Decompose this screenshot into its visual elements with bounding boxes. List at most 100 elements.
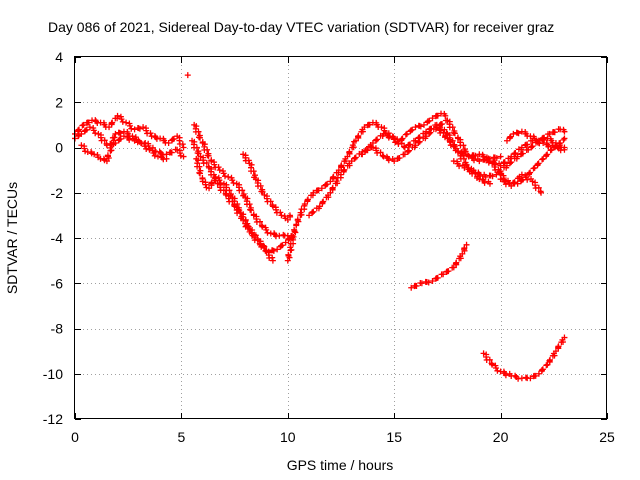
data-point bbox=[103, 142, 110, 149]
series-track-n bbox=[503, 128, 568, 151]
data-point bbox=[78, 142, 85, 149]
point-trail bbox=[280, 231, 288, 239]
point-trail bbox=[83, 119, 92, 126]
point-trail bbox=[355, 126, 366, 141]
point-trail bbox=[254, 177, 266, 195]
data-point bbox=[401, 144, 408, 151]
data-point bbox=[276, 232, 283, 239]
point-trail bbox=[506, 133, 514, 142]
data-point bbox=[140, 124, 147, 131]
point-trail bbox=[475, 169, 488, 180]
point-trail bbox=[383, 131, 396, 141]
point-trail bbox=[556, 140, 565, 151]
data-point bbox=[476, 158, 483, 165]
series-track-f bbox=[193, 155, 276, 264]
data-point bbox=[284, 216, 291, 223]
point-trail bbox=[281, 213, 289, 222]
data-point bbox=[423, 128, 430, 135]
point-trail bbox=[372, 132, 386, 144]
point-trail bbox=[555, 336, 566, 352]
point-trail bbox=[407, 126, 416, 135]
point-trail bbox=[100, 119, 109, 130]
data-point bbox=[378, 124, 385, 131]
data-point bbox=[165, 139, 172, 146]
point-trail bbox=[285, 235, 293, 243]
x-tick-label: 5 bbox=[178, 429, 186, 445]
data-point bbox=[129, 133, 136, 140]
data-point bbox=[465, 153, 472, 160]
data-point bbox=[208, 158, 215, 165]
point-trail bbox=[486, 172, 496, 180]
data-point bbox=[123, 119, 130, 126]
point-trail bbox=[364, 121, 373, 129]
point-trail bbox=[500, 176, 513, 188]
data-point bbox=[286, 212, 293, 219]
point-trail bbox=[483, 154, 492, 166]
point-trail bbox=[115, 135, 124, 144]
series-outlier bbox=[184, 72, 191, 79]
data-point bbox=[418, 280, 425, 287]
point-trail bbox=[432, 112, 441, 120]
point-trail bbox=[81, 143, 89, 155]
data-point bbox=[259, 223, 266, 230]
point-trail bbox=[176, 147, 184, 159]
data-point bbox=[429, 277, 436, 284]
data-point bbox=[489, 361, 496, 368]
data-point bbox=[459, 250, 466, 257]
y-tick-label: 2 bbox=[55, 94, 63, 110]
data-point bbox=[284, 257, 291, 264]
data-point bbox=[548, 146, 555, 153]
point-trail bbox=[215, 174, 224, 186]
y-tick-label: -2 bbox=[51, 185, 64, 201]
data-point bbox=[538, 189, 545, 196]
point-trail bbox=[149, 147, 158, 159]
x-tick-label: 0 bbox=[71, 429, 79, 445]
y-tick-label: 4 bbox=[55, 49, 63, 65]
point-trail bbox=[242, 152, 252, 164]
point-trail bbox=[319, 192, 332, 207]
point-trail bbox=[141, 140, 150, 152]
data-point bbox=[199, 178, 206, 185]
point-trail bbox=[510, 173, 523, 187]
points-layer bbox=[72, 72, 568, 382]
y-axis-label: SDTVAR / TECUs bbox=[4, 182, 20, 294]
y-tick-label: -6 bbox=[51, 275, 64, 291]
data-point bbox=[212, 173, 219, 180]
point-trail bbox=[126, 120, 135, 132]
data-point bbox=[514, 153, 521, 160]
point-trail bbox=[506, 155, 520, 167]
point-trail bbox=[190, 138, 202, 157]
data-point bbox=[440, 271, 447, 278]
point-trail bbox=[522, 172, 534, 183]
y-tick-label: -12 bbox=[43, 411, 63, 427]
data-point bbox=[535, 137, 542, 144]
point-trail bbox=[168, 135, 177, 144]
point-trail bbox=[176, 134, 186, 148]
data-point bbox=[497, 153, 504, 160]
data-point bbox=[480, 153, 487, 160]
point-trail bbox=[415, 135, 429, 146]
point-trail bbox=[231, 195, 243, 213]
data-point bbox=[429, 115, 436, 122]
point-trail bbox=[458, 149, 471, 159]
point-trail bbox=[447, 136, 459, 154]
point-trail bbox=[272, 204, 284, 216]
data-point bbox=[391, 158, 398, 165]
data-point bbox=[403, 130, 410, 137]
point-trail bbox=[530, 133, 539, 144]
data-point bbox=[486, 180, 493, 187]
series-track-g bbox=[240, 151, 294, 223]
y-tick-label: -8 bbox=[51, 321, 64, 337]
point-trail bbox=[422, 278, 432, 286]
point-trail bbox=[269, 247, 277, 254]
data-point bbox=[482, 173, 489, 180]
point-trail bbox=[546, 350, 558, 365]
point-trail bbox=[265, 249, 276, 261]
point-trail bbox=[338, 155, 349, 171]
point-trail bbox=[362, 142, 374, 155]
x-tick-label: 20 bbox=[493, 429, 509, 445]
point-trail bbox=[346, 138, 358, 157]
data-point bbox=[114, 112, 121, 119]
x-tick-label: 15 bbox=[386, 429, 402, 445]
